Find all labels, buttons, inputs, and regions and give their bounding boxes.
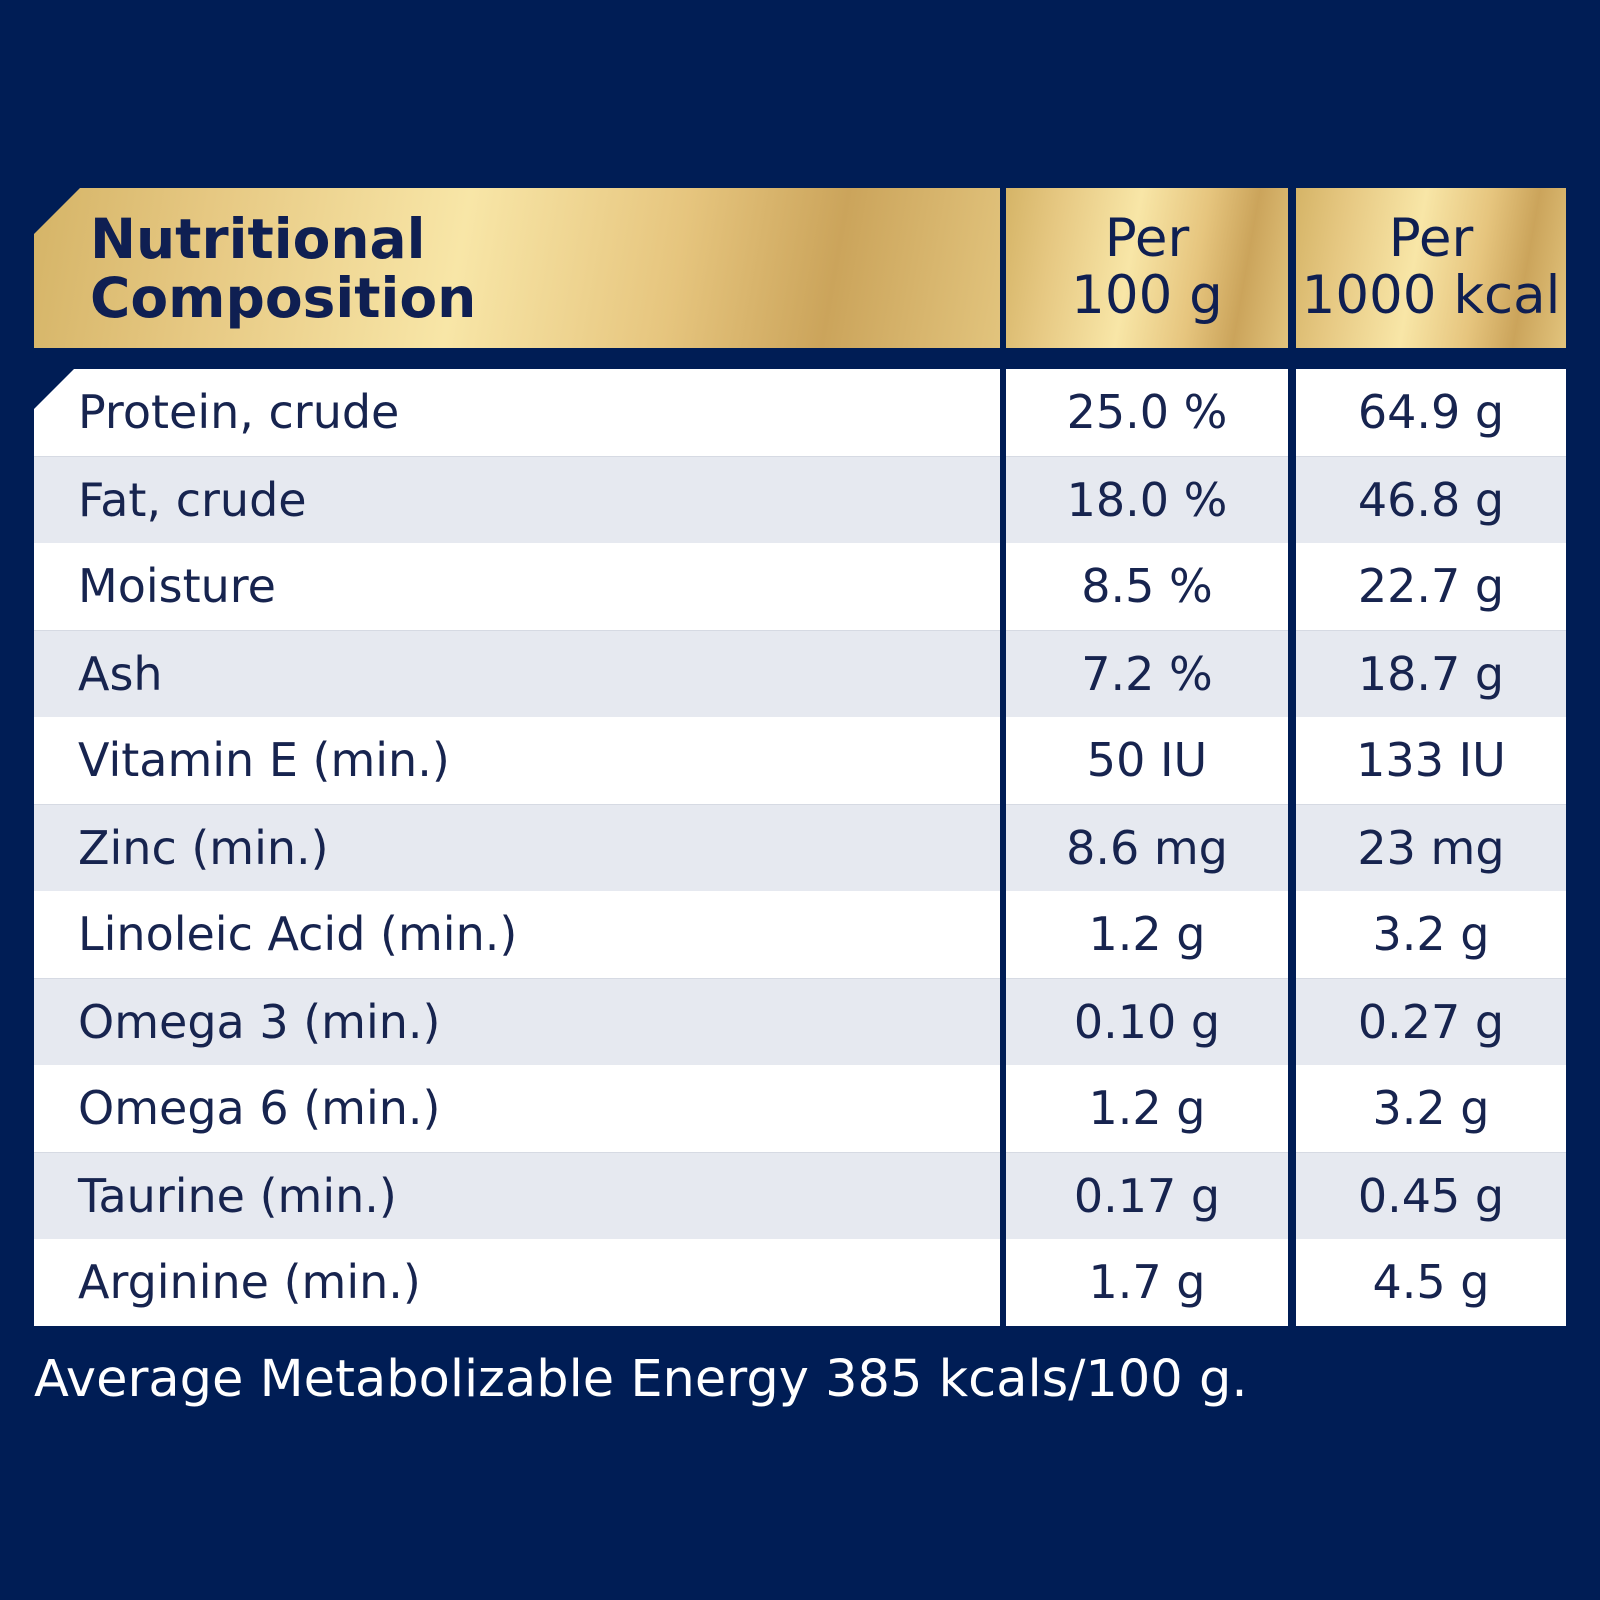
table-row: Omega 3 (min.) 0.10 g 0.27 g: [34, 978, 1566, 1065]
nutrient-name: Moisture: [34, 543, 1000, 630]
value-per-100g: 8.5 %: [1006, 543, 1288, 630]
table-row: Zinc (min.) 8.6 mg 23 mg: [34, 804, 1566, 891]
nutrient-name: Protein, crude: [34, 369, 1000, 456]
header-per-100g-line-1: Per: [1104, 208, 1190, 269]
header-per-1000kcal-line-2: 1000 kcal: [1301, 265, 1561, 326]
nutrient-name: Arginine (min.): [34, 1239, 1000, 1326]
nutrient-name: Zinc (min.): [34, 804, 1000, 891]
value-per-100g: 1.7 g: [1006, 1239, 1288, 1326]
nutrient-name: Taurine (min.): [34, 1152, 1000, 1239]
header-per-1000kcal-line-1: Per: [1388, 208, 1474, 269]
value-per-1000kcal: 0.27 g: [1296, 978, 1566, 1065]
table-row: Omega 6 (min.) 1.2 g 3.2 g: [34, 1065, 1566, 1152]
table-row: Taurine (min.) 0.17 g 0.45 g: [34, 1152, 1566, 1239]
table-row: Fat, crude 18.0 % 46.8 g: [34, 456, 1566, 543]
value-per-1000kcal: 64.9 g: [1296, 369, 1566, 456]
value-per-100g: 0.17 g: [1006, 1152, 1288, 1239]
nutrient-name: Fat, crude: [34, 456, 1000, 543]
value-per-1000kcal: 4.5 g: [1296, 1239, 1566, 1326]
header-nutrient-line-1: Nutritional: [90, 207, 426, 271]
table-row: Ash 7.2 % 18.7 g: [34, 630, 1566, 717]
energy-footnote: Average Metabolizable Energy 385 kcals/1…: [34, 1350, 1248, 1409]
value-per-1000kcal: 46.8 g: [1296, 456, 1566, 543]
value-per-1000kcal: 0.45 g: [1296, 1152, 1566, 1239]
value-per-100g: 8.6 mg: [1006, 804, 1288, 891]
header-per-1000kcal: Per 1000 kcal: [1296, 188, 1566, 348]
table-header-row: Nutritional Composition Per 100 g Per 10…: [34, 188, 1566, 348]
table-row: Moisture 8.5 % 22.7 g: [34, 543, 1566, 630]
value-per-1000kcal: 23 mg: [1296, 804, 1566, 891]
value-per-1000kcal: 22.7 g: [1296, 543, 1566, 630]
header-per-100g-line-2: 100 g: [1071, 265, 1223, 326]
table-body: Protein, crude 25.0 % 64.9 g Fat, crude …: [34, 369, 1566, 1326]
nutrient-name: Omega 3 (min.): [34, 978, 1000, 1065]
value-per-100g: 7.2 %: [1006, 630, 1288, 717]
table-row: Vitamin E (min.) 50 IU 133 IU: [34, 717, 1566, 804]
value-per-100g: 1.2 g: [1006, 1065, 1288, 1152]
table-row: Linoleic Acid (min.) 1.2 g 3.2 g: [34, 891, 1566, 978]
value-per-100g: 50 IU: [1006, 717, 1288, 804]
value-per-100g: 0.10 g: [1006, 978, 1288, 1065]
table-row: Protein, crude 25.0 % 64.9 g: [34, 369, 1566, 456]
value-per-1000kcal: 3.2 g: [1296, 1065, 1566, 1152]
value-per-100g: 18.0 %: [1006, 456, 1288, 543]
header-nutrient-line-2: Composition: [90, 266, 477, 330]
value-per-100g: 1.2 g: [1006, 891, 1288, 978]
value-per-100g: 25.0 %: [1006, 369, 1288, 456]
value-per-1000kcal: 3.2 g: [1296, 891, 1566, 978]
nutrition-table: Nutritional Composition Per 100 g Per 10…: [34, 188, 1566, 1326]
nutrient-name: Omega 6 (min.): [34, 1065, 1000, 1152]
value-per-1000kcal: 133 IU: [1296, 717, 1566, 804]
nutrient-name: Ash: [34, 630, 1000, 717]
nutrient-name: Vitamin E (min.): [34, 717, 1000, 804]
nutrient-name: Linoleic Acid (min.): [34, 891, 1000, 978]
value-per-1000kcal: 18.7 g: [1296, 630, 1566, 717]
table-row: Arginine (min.) 1.7 g 4.5 g: [34, 1239, 1566, 1326]
header-nutrient: Nutritional Composition: [34, 188, 1000, 348]
header-per-100g: Per 100 g: [1006, 188, 1288, 348]
